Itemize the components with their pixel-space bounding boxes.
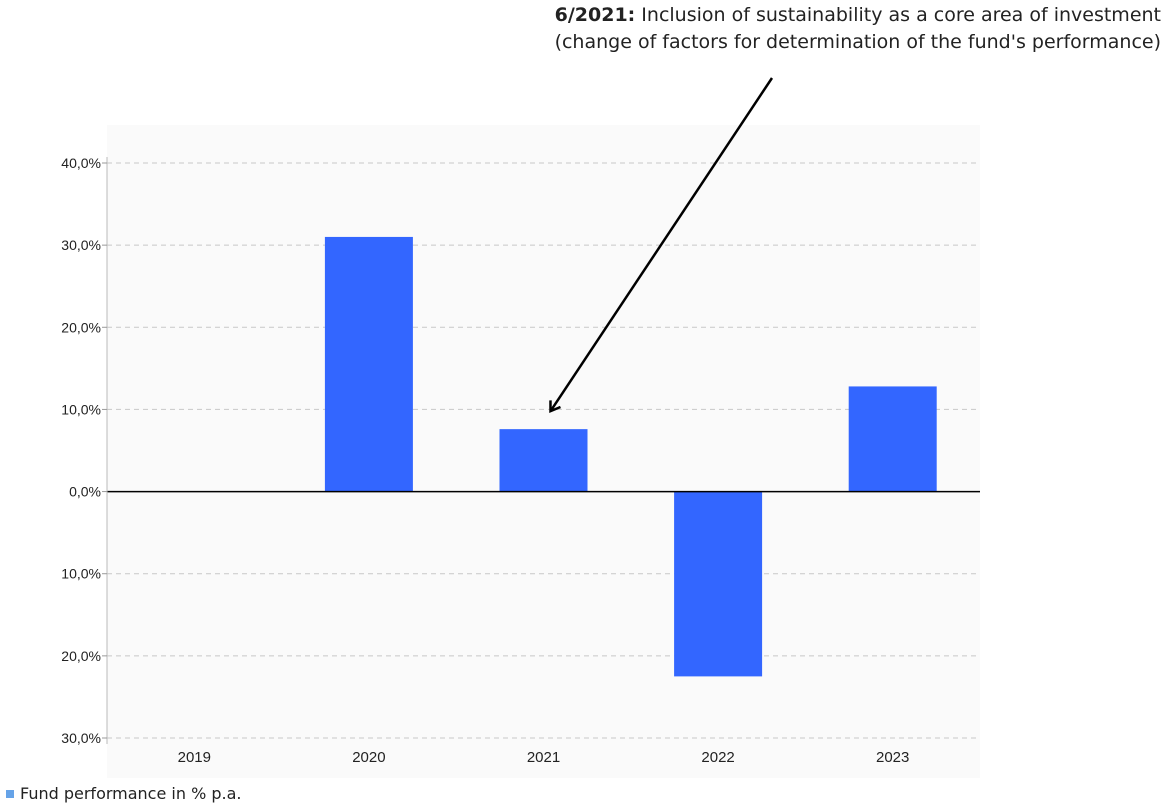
- annotation-line-1: 6/2021: Inclusion of sustainability as a…: [401, 2, 1161, 29]
- annotation-date: 6/2021:: [554, 4, 636, 26]
- grid-lines: [107, 162, 980, 739]
- y-tick-label: 20,0%: [61, 648, 101, 664]
- legend: Fund performance in % p.a.: [6, 784, 242, 803]
- y-tick-label: 30,0%: [61, 730, 101, 746]
- annotation-arrow: [551, 77, 774, 411]
- bar-2021: [499, 429, 588, 492]
- bar-2022: [674, 491, 763, 677]
- annotation-line-2: (change of factors for determination of …: [554, 31, 1161, 53]
- y-tick-label: 30,0%: [61, 237, 101, 253]
- y-tick-label: 20,0%: [61, 319, 101, 335]
- chart-annotation: 6/2021: Inclusion of sustainability as a…: [401, 2, 1161, 56]
- x-tick-label-2023: 2023: [876, 749, 909, 766]
- y-tick-label: 10,0%: [61, 566, 101, 582]
- x-tick-label-2021: 2021: [527, 749, 560, 766]
- bar-2020: [324, 236, 413, 492]
- y-tick-label: 10,0%: [61, 401, 101, 417]
- annotation-text-1: Inclusion of sustainability as a core ar…: [635, 4, 1161, 26]
- bar-2023: [848, 386, 937, 492]
- bars: [324, 236, 937, 677]
- legend-label: Fund performance in % p.a.: [20, 784, 242, 803]
- legend-swatch: [6, 789, 14, 798]
- x-tick-label-2022: 2022: [701, 749, 734, 766]
- y-tick-label: 0,0%: [69, 484, 101, 500]
- x-tick-label-2020: 2020: [352, 749, 385, 766]
- x-axis-tick-labels: 2019 2020 2021 2022 2023: [178, 749, 910, 766]
- x-tick-label-2019: 2019: [178, 749, 211, 766]
- y-axis-tick-labels: 40,0% 30,0% 20,0% 10,0% 0,0% 10,0% 20,0% 30,0%: [61, 155, 107, 746]
- y-tick-label: 40,0%: [61, 155, 101, 171]
